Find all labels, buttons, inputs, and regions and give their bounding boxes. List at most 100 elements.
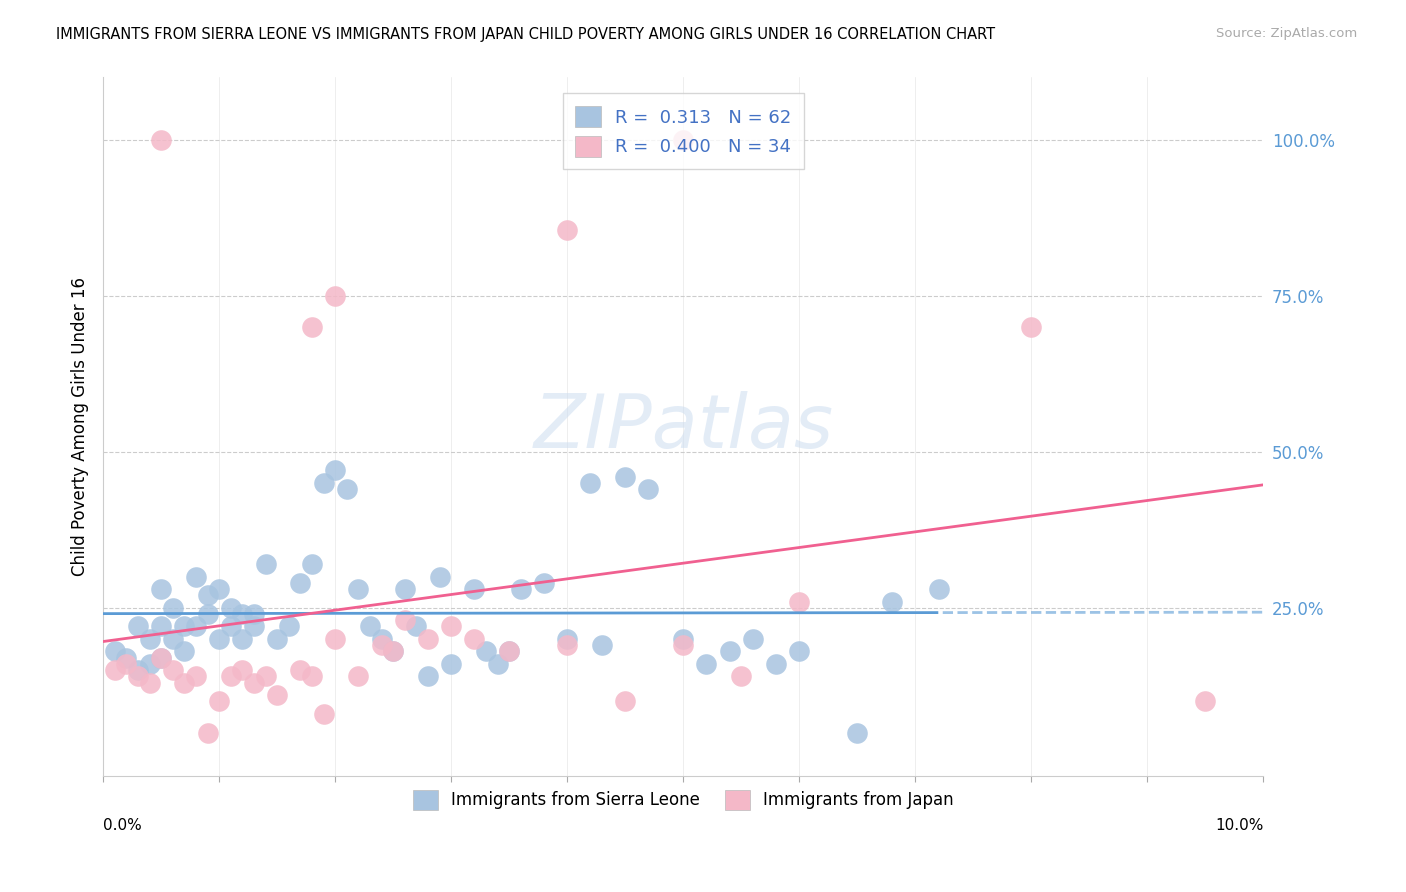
Point [127,663,149,677]
Point [672,632,695,646]
Point [254,557,277,571]
Point [266,632,288,646]
Point [162,663,184,677]
Point [787,594,810,608]
Point [509,582,531,596]
Point [162,632,184,646]
Point [718,644,741,658]
Point [184,619,207,633]
Text: ZIPatlas: ZIPatlas [533,391,834,463]
Point [173,675,195,690]
Point [498,644,520,658]
Point [555,638,578,652]
Point [115,650,138,665]
Point [197,588,219,602]
Point [672,638,695,652]
Point [277,619,299,633]
Point [104,644,127,658]
Point [359,619,381,633]
Point [243,619,266,633]
Point [405,619,427,633]
Point [173,644,195,658]
Point [219,600,242,615]
Point [231,607,253,621]
Point [440,657,463,671]
Point [370,638,392,652]
Point [243,675,266,690]
Point [208,632,231,646]
Point [695,657,717,671]
Point [127,669,149,683]
Point [323,289,346,303]
Point [208,694,231,708]
Point [1194,694,1216,708]
Point [370,632,392,646]
Point [498,644,520,658]
Point [429,569,451,583]
Point [301,557,323,571]
Point [323,463,346,477]
Point [347,582,370,596]
Point [184,569,207,583]
Point [928,582,950,596]
Point [115,657,138,671]
Point [1021,320,1043,334]
Point [475,644,498,658]
Point [614,469,637,483]
Point [254,669,277,683]
Point [301,669,323,683]
Point [463,632,485,646]
Point [765,657,787,671]
Point [382,644,405,658]
Point [301,320,323,334]
Point [533,575,555,590]
Point [347,669,370,683]
Point [138,657,160,671]
Point [614,694,637,708]
Text: Source: ZipAtlas.com: Source: ZipAtlas.com [1216,27,1357,40]
Point [555,632,578,646]
Point [312,475,335,490]
Point [416,669,439,683]
Point [104,663,127,677]
Point [579,475,602,490]
Point [173,619,195,633]
Text: 10.0%: 10.0% [1215,818,1264,833]
Point [150,650,173,665]
Point [127,619,149,633]
Text: 0.0%: 0.0% [103,818,142,833]
Point [197,607,219,621]
Y-axis label: Child Poverty Among Girls Under 16: Child Poverty Among Girls Under 16 [72,277,89,576]
Point [555,223,578,237]
Point [243,607,266,621]
Point [290,575,312,590]
Point [162,600,184,615]
Point [150,650,173,665]
Legend: Immigrants from Sierra Leone, Immigrants from Japan: Immigrants from Sierra Leone, Immigrants… [406,783,960,817]
Point [591,638,613,652]
Point [231,663,253,677]
Point [150,582,173,596]
Point [394,582,416,596]
Point [672,133,695,147]
Point [219,619,242,633]
Point [440,619,463,633]
Point [637,482,659,496]
Point [486,657,509,671]
Point [846,725,869,739]
Point [312,706,335,721]
Point [416,632,439,646]
Point [741,632,763,646]
Point [150,133,173,147]
Point [219,669,242,683]
Point [150,619,173,633]
Point [184,669,207,683]
Point [382,644,405,658]
Point [231,632,253,646]
Point [730,669,752,683]
Point [394,613,416,627]
Point [266,688,288,702]
Point [323,632,346,646]
Point [463,582,485,596]
Point [138,675,160,690]
